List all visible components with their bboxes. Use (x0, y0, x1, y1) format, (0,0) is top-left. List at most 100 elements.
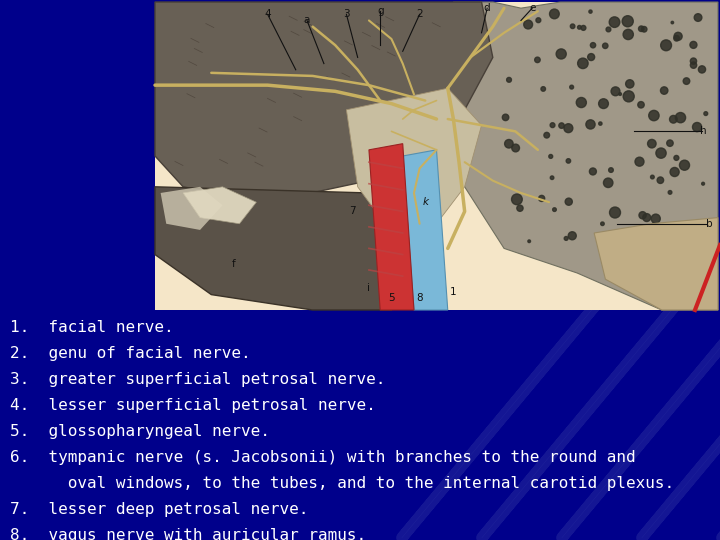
Circle shape (666, 226, 668, 229)
Text: 7: 7 (348, 206, 356, 217)
Circle shape (598, 236, 600, 239)
Circle shape (507, 77, 511, 82)
Circle shape (674, 36, 680, 41)
Circle shape (577, 58, 588, 69)
Circle shape (618, 93, 621, 96)
Text: 4.  lesser superficial petrosal nerve.: 4. lesser superficial petrosal nerve. (10, 398, 376, 413)
Circle shape (564, 124, 573, 133)
Text: 4: 4 (264, 9, 271, 19)
Text: 3.  greater superficial petrosal nerve.: 3. greater superficial petrosal nerve. (10, 372, 385, 387)
Circle shape (589, 10, 592, 13)
Polygon shape (594, 218, 718, 310)
Text: 5: 5 (388, 293, 395, 303)
Text: 1: 1 (450, 287, 456, 296)
Polygon shape (346, 88, 482, 233)
Circle shape (642, 26, 647, 32)
Circle shape (535, 57, 540, 63)
Circle shape (651, 175, 654, 179)
Circle shape (512, 144, 520, 152)
Circle shape (536, 18, 541, 23)
Circle shape (603, 178, 613, 187)
Circle shape (702, 183, 705, 185)
Circle shape (639, 26, 644, 31)
Text: f: f (232, 259, 235, 269)
Circle shape (549, 9, 559, 19)
Text: 6.  tympanic nerve (s. Jacobsonii) with branches to the round and: 6. tympanic nerve (s. Jacobsonii) with b… (10, 450, 636, 465)
Text: 8: 8 (416, 293, 423, 303)
FancyArrowPatch shape (402, 302, 598, 538)
Circle shape (690, 58, 696, 64)
Text: d: d (484, 3, 490, 13)
Circle shape (662, 231, 670, 240)
Circle shape (576, 98, 586, 107)
FancyArrowPatch shape (562, 302, 720, 538)
Circle shape (698, 66, 706, 73)
Circle shape (621, 243, 633, 254)
Circle shape (660, 87, 668, 94)
Circle shape (643, 214, 651, 221)
Text: i: i (367, 284, 371, 293)
Circle shape (670, 116, 678, 123)
Text: 3: 3 (343, 9, 350, 19)
Circle shape (656, 148, 666, 158)
FancyArrowPatch shape (642, 302, 720, 538)
Circle shape (700, 245, 710, 255)
Polygon shape (369, 144, 414, 310)
Circle shape (503, 114, 509, 120)
Circle shape (588, 53, 595, 60)
Circle shape (505, 139, 513, 148)
Circle shape (635, 157, 644, 166)
Text: 2: 2 (416, 9, 423, 19)
Circle shape (523, 20, 533, 29)
Circle shape (568, 232, 576, 240)
Circle shape (570, 24, 575, 29)
Circle shape (606, 27, 611, 32)
Circle shape (639, 212, 646, 219)
Text: e: e (529, 3, 536, 13)
Circle shape (608, 168, 613, 172)
Circle shape (683, 78, 690, 84)
Circle shape (690, 42, 697, 49)
Circle shape (600, 222, 604, 226)
Polygon shape (161, 187, 222, 230)
Circle shape (675, 247, 678, 251)
Circle shape (610, 207, 621, 218)
Polygon shape (183, 187, 256, 224)
Circle shape (690, 62, 697, 69)
Circle shape (564, 237, 568, 240)
Text: 1.  facial nerve.: 1. facial nerve. (10, 320, 174, 335)
Circle shape (606, 241, 611, 247)
Circle shape (544, 132, 549, 138)
Circle shape (599, 122, 602, 125)
Text: oval windows, to the tubes, and to the internal carotid plexus.: oval windows, to the tubes, and to the i… (10, 476, 674, 491)
Circle shape (651, 255, 658, 262)
Circle shape (704, 112, 708, 116)
Circle shape (549, 154, 553, 158)
Bar (155, 2, 718, 310)
Circle shape (638, 102, 644, 108)
Circle shape (670, 247, 672, 250)
Circle shape (657, 177, 664, 184)
Circle shape (590, 43, 595, 48)
Circle shape (566, 159, 571, 163)
Text: 5.  glossopharyngeal nerve.: 5. glossopharyngeal nerve. (10, 424, 270, 439)
Polygon shape (402, 150, 448, 310)
Circle shape (670, 167, 679, 177)
Polygon shape (155, 2, 492, 202)
Circle shape (626, 80, 634, 88)
Circle shape (680, 160, 690, 170)
Circle shape (511, 194, 522, 205)
Circle shape (675, 112, 685, 123)
Circle shape (609, 17, 620, 28)
Circle shape (671, 21, 674, 24)
Text: 2.  genu of facial nerve.: 2. genu of facial nerve. (10, 346, 251, 361)
Circle shape (693, 123, 702, 132)
Circle shape (661, 40, 672, 51)
Circle shape (556, 49, 566, 59)
Text: h: h (700, 126, 707, 137)
Circle shape (622, 16, 634, 27)
Circle shape (603, 43, 608, 49)
Text: 8.  vagus nerve with auricular ramus.: 8. vagus nerve with auricular ramus. (10, 528, 366, 540)
Circle shape (649, 110, 659, 121)
Circle shape (674, 156, 679, 160)
